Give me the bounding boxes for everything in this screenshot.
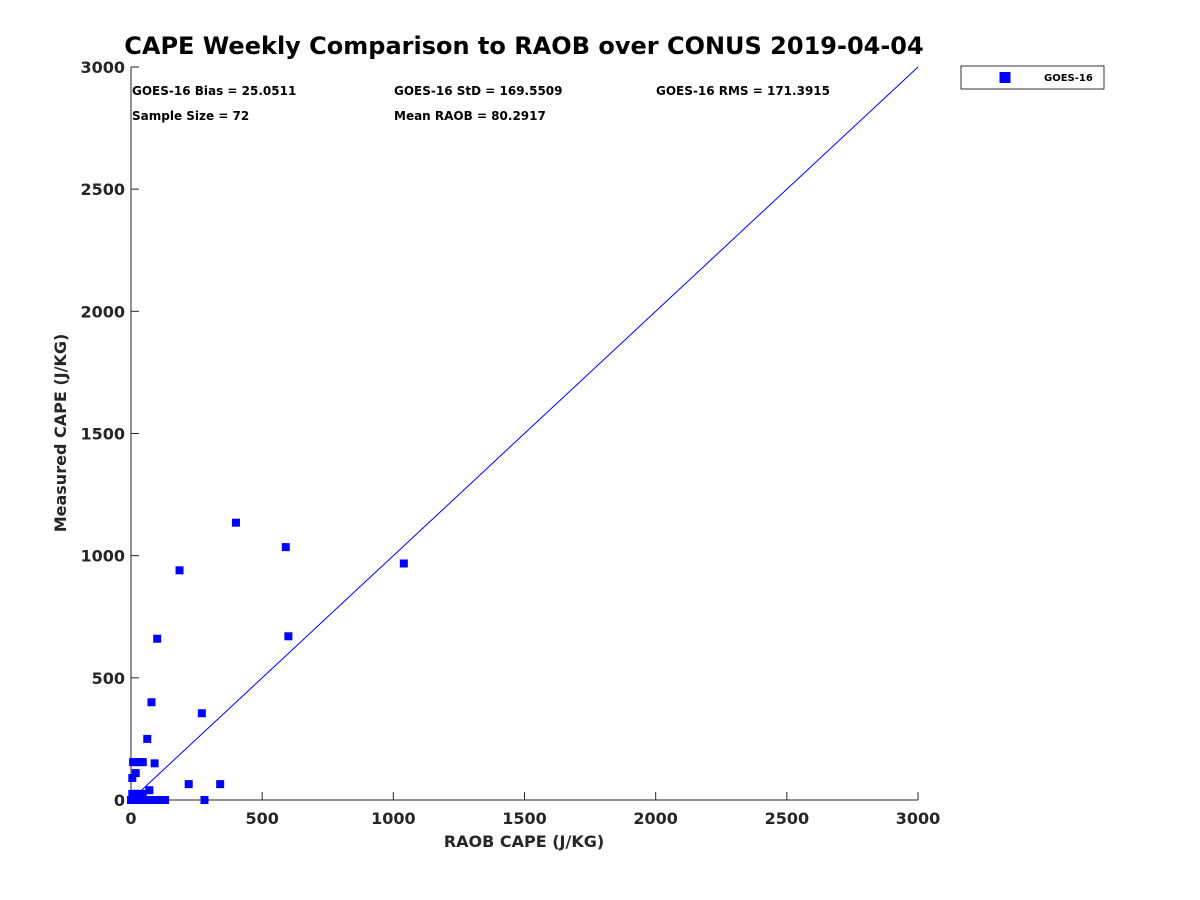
- stat-mean-raob: Mean RAOB = 80.2917: [394, 109, 546, 123]
- data-point: [399, 559, 408, 568]
- data-point: [197, 709, 206, 718]
- y-tick-label: 3000: [80, 58, 125, 77]
- y-tick-label: 1500: [80, 425, 125, 444]
- y-tick-label: 2000: [80, 302, 125, 321]
- x-tick-label: 2500: [765, 809, 810, 828]
- data-point: [184, 780, 193, 789]
- data-point: [175, 566, 184, 575]
- y-axis-label: Measured CAPE (J/KG): [51, 334, 70, 533]
- data-point: [216, 780, 225, 789]
- stat-sample-size: Sample Size = 72: [132, 109, 249, 123]
- axes: 0 500 1000 1500 2000 2500 3000 0 500 1000 1500 2000…: [80, 58, 940, 828]
- x-tick-label: 0: [125, 809, 136, 828]
- data-points: [127, 518, 408, 804]
- reference-line-group: [130, 66, 919, 801]
- data-point: [281, 543, 290, 552]
- stat-bias: GOES-16 Bias = 25.0511: [132, 84, 296, 98]
- x-tick-label: 1500: [502, 809, 547, 828]
- data-point: [145, 786, 154, 795]
- x-tick-label: 2000: [633, 809, 678, 828]
- stat-rms: GOES-16 RMS = 171.3915: [656, 84, 830, 98]
- legend-label-goes-16: GOES-16: [1044, 73, 1093, 84]
- data-point: [161, 796, 170, 804]
- data-point: [138, 789, 147, 798]
- data-point: [138, 758, 147, 767]
- legend-marker-square-icon: [999, 72, 1011, 83]
- data-point: [200, 796, 209, 804]
- y-tick-label: 1000: [80, 547, 125, 566]
- x-tick-label: 3000: [896, 809, 941, 828]
- y-tick-label: 2500: [80, 180, 125, 199]
- data-point: [143, 734, 152, 743]
- data-point: [284, 632, 293, 641]
- x-tick-label: 1000: [371, 809, 416, 828]
- chart-title: CAPE Weekly Comparison to RAOB over CONU…: [124, 32, 923, 60]
- legend-box: [960, 65, 1105, 90]
- legend: GOES-16: [960, 65, 1105, 90]
- data-point: [131, 769, 140, 778]
- stat-std: GOES-16 StD = 169.5509: [394, 84, 563, 98]
- data-point: [153, 634, 162, 643]
- data-point: [147, 698, 156, 707]
- data-point: [231, 518, 240, 527]
- x-tick-label: 500: [245, 809, 278, 828]
- one-to-one-reference-line: [130, 66, 919, 801]
- data-point: [150, 759, 159, 768]
- y-tick-label: 500: [92, 669, 125, 688]
- x-axis-label: RAOB CAPE (J/KG): [444, 832, 604, 851]
- y-tick-label: 0: [114, 791, 125, 810]
- data-point: [128, 774, 137, 783]
